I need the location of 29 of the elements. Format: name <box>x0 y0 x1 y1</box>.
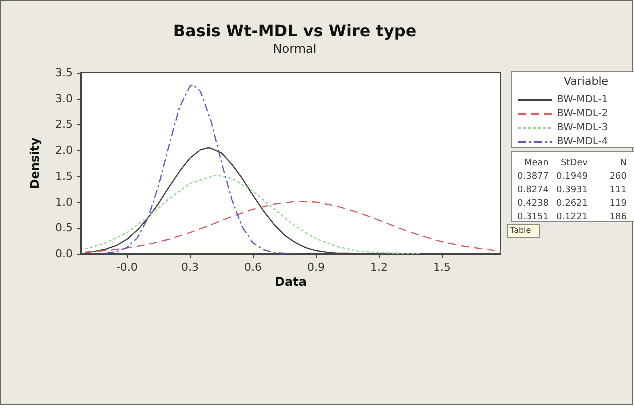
text: 0.3151 0.1221 186 <box>518 212 627 222</box>
legend-title: Variable <box>564 75 609 88</box>
x-tick-label: 1.2 <box>370 261 388 274</box>
legend-label: BW-MDL-4 <box>557 136 608 148</box>
chart-subtitle: Normal <box>273 42 317 56</box>
y-tick-label: 3.0 <box>56 92 73 106</box>
x-tick-label: 0.9 <box>307 261 325 274</box>
chart-title: Basis Wt-MDL vs Wire type <box>173 22 417 40</box>
text: 0.4238 0.2621 119 <box>518 199 627 209</box>
legend-label: BW-MDL-1 <box>557 94 608 106</box>
y-tick-label: 2.0 <box>56 144 73 158</box>
y-axis-title: Density <box>28 138 42 190</box>
x-axis-title: Data <box>275 275 307 289</box>
text: 0.8274 0.3931 111 <box>518 186 627 196</box>
text: Table <box>510 226 532 235</box>
text: 0.3877 0.1949 260 <box>518 172 627 182</box>
x-tick-label: -0.0 <box>116 261 138 274</box>
x-tick-label: 0.3 <box>181 261 199 274</box>
x-tick-label: 0.6 <box>244 261 262 274</box>
legend-label: BW-MDL-3 <box>557 122 608 134</box>
legend-label: BW-MDL-2 <box>557 108 608 120</box>
y-tick-label: 0.5 <box>56 222 73 235</box>
y-tick-label: 1.5 <box>56 170 73 183</box>
x-tick-label: 1.5 <box>433 261 451 274</box>
text: Mean StDev N <box>524 158 627 168</box>
y-tick-label: 3.5 <box>56 66 73 80</box>
y-tick-label: 2.5 <box>56 118 73 132</box>
y-tick-label: 1.0 <box>56 196 73 209</box>
y-tick-label: 0.0 <box>56 248 73 260</box>
